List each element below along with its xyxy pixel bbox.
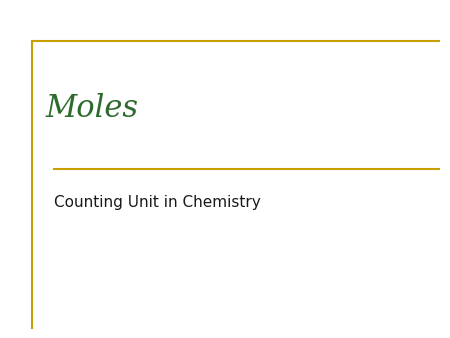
Text: Moles: Moles (45, 93, 138, 124)
Text: Counting Unit in Chemistry: Counting Unit in Chemistry (54, 195, 261, 210)
